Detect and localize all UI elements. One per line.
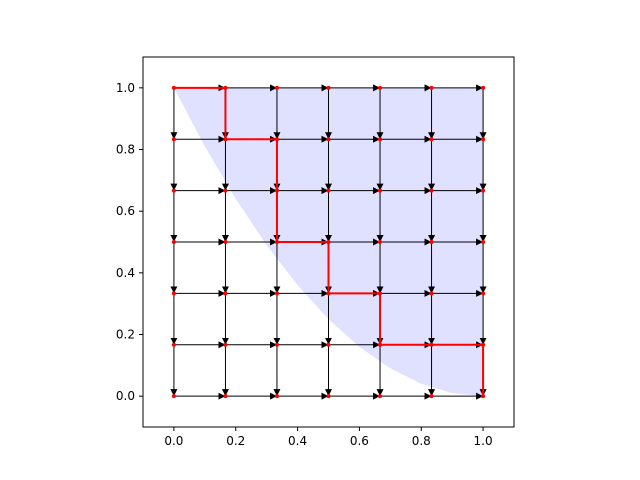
y-tick-label: 0.4: [116, 266, 135, 280]
node: [481, 188, 486, 193]
node: [378, 188, 383, 193]
node: [429, 342, 434, 347]
node: [429, 291, 434, 296]
node: [378, 137, 383, 142]
node: [378, 85, 383, 90]
node: [223, 240, 228, 244]
node: [481, 394, 486, 399]
node: [223, 394, 228, 399]
node: [274, 291, 279, 296]
node: [326, 85, 331, 90]
node: [274, 85, 279, 90]
y-tick-label: 1.0: [116, 81, 135, 95]
x-tick-label: 0.2: [226, 434, 245, 448]
x-tick-label: 0.4: [288, 434, 307, 448]
node: [378, 342, 383, 347]
node: [171, 342, 176, 347]
node: [274, 394, 279, 399]
node: [429, 85, 434, 90]
node: [326, 188, 331, 193]
plot-frame: [142, 56, 515, 428]
node: [223, 137, 228, 142]
x-tick-label: 0.6: [350, 434, 369, 448]
x-tick-label: 0.8: [412, 434, 431, 448]
node: [223, 85, 228, 90]
x-tick-label: 1.0: [474, 434, 493, 448]
y-tick-label: 0.6: [116, 204, 135, 218]
node: [481, 342, 486, 347]
node: [378, 291, 383, 296]
node: [481, 137, 486, 142]
node: [171, 188, 176, 193]
node: [274, 240, 279, 244]
node: [326, 291, 331, 296]
node: [274, 188, 279, 193]
y-tick-label: 0.0: [116, 389, 135, 403]
node: [171, 85, 176, 90]
node: [171, 137, 176, 142]
node: [378, 240, 383, 244]
node: [223, 342, 228, 347]
node: [429, 240, 434, 244]
y-tick-label: 0.2: [116, 328, 135, 342]
node: [429, 137, 434, 142]
node: [378, 394, 383, 399]
node: [223, 291, 228, 296]
x-tick-label: 0.0: [164, 434, 183, 448]
node: [326, 342, 331, 347]
node: [326, 240, 331, 244]
node: [274, 342, 279, 347]
node: [171, 394, 176, 399]
node: [429, 188, 434, 193]
node: [326, 394, 331, 399]
node: [171, 291, 176, 296]
node: [274, 137, 279, 142]
node: [171, 240, 176, 244]
node: [326, 137, 331, 142]
node: [223, 188, 228, 193]
node: [481, 291, 486, 296]
y-tick-label: 0.8: [116, 143, 135, 157]
node: [481, 85, 486, 90]
node: [429, 394, 434, 399]
node: [481, 240, 486, 244]
